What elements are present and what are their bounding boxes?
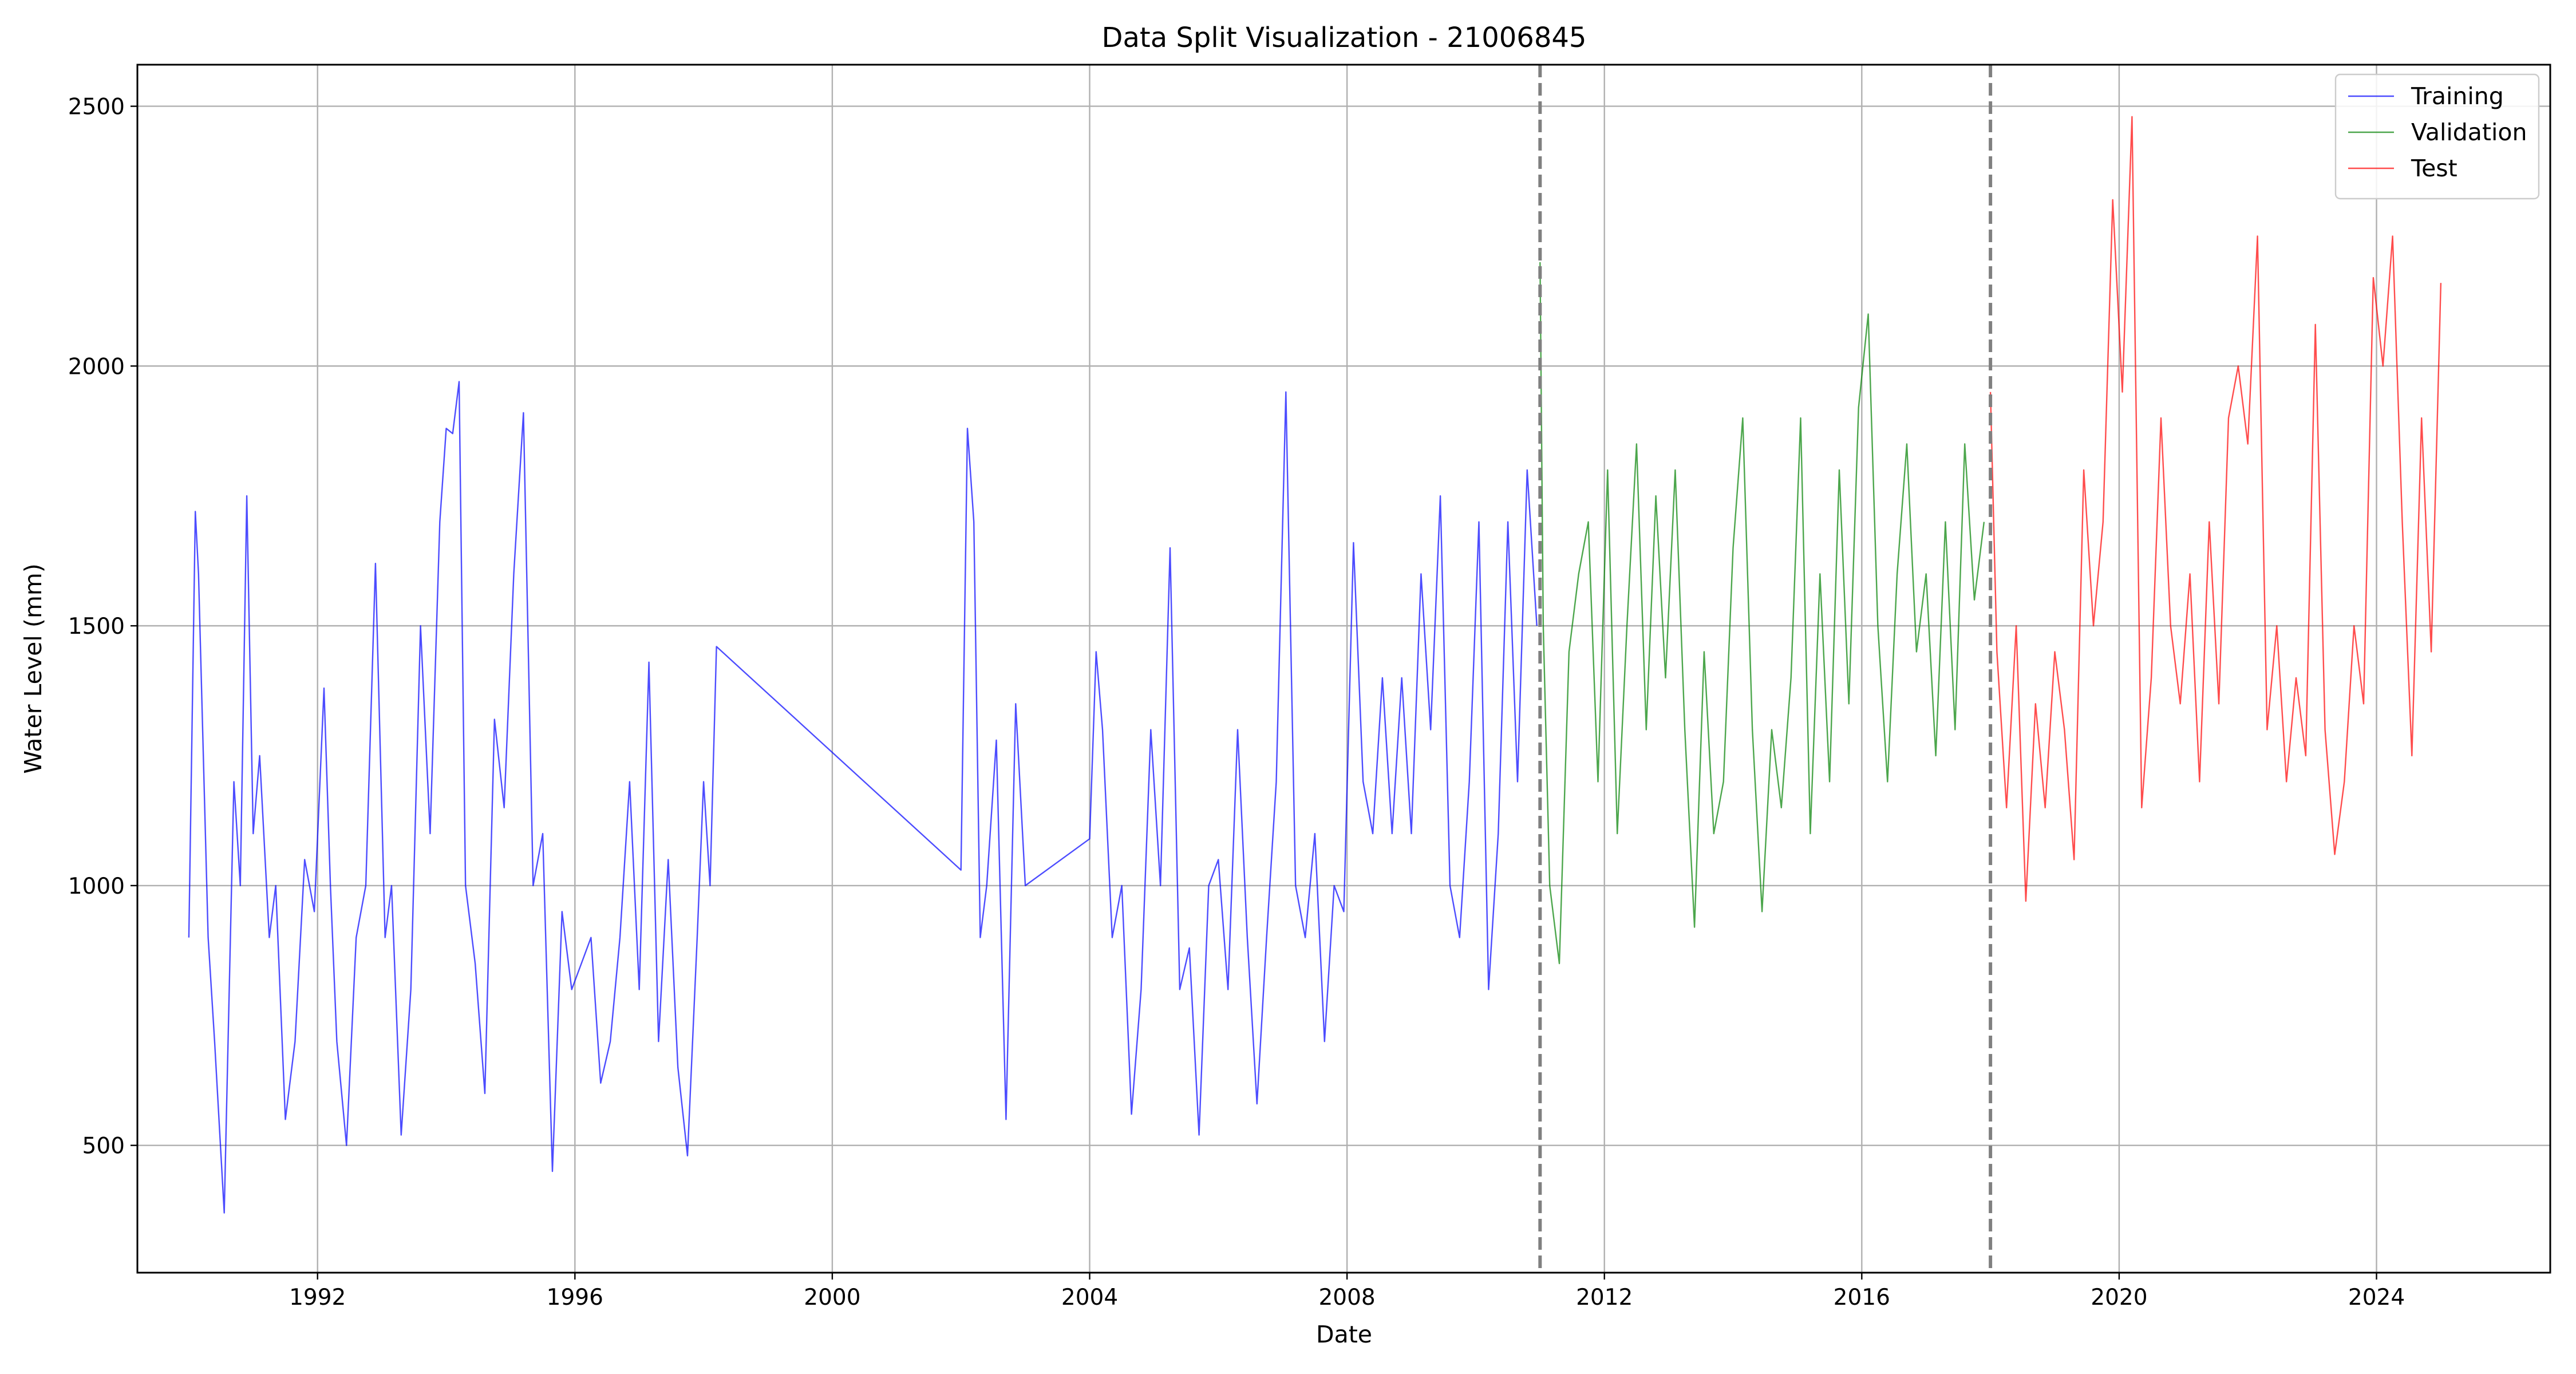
- legend-label-training: Training: [2411, 82, 2504, 110]
- legend-label-test: Test: [2411, 155, 2458, 182]
- legend-label-validation: Validation: [2411, 119, 2527, 146]
- y-axis: 500 1000 1500 2000 2500: [68, 94, 137, 1159]
- grid-lines: [137, 65, 2550, 1273]
- x-tick-label: 2008: [1318, 1285, 1375, 1310]
- y-tick-label: 500: [82, 1134, 125, 1159]
- y-tick-label: 2500: [68, 94, 125, 120]
- y-tick-label: 2000: [68, 354, 125, 380]
- x-axis: 1992 1996 2000 2004 2008 2012 2016 2020 2024: [289, 1273, 2405, 1310]
- y-tick-label: 1500: [68, 614, 125, 639]
- x-tick-label: 2024: [2348, 1285, 2405, 1310]
- x-tick-label: 1996: [547, 1285, 603, 1310]
- x-tick-label: 2004: [1061, 1285, 1118, 1310]
- series-line-validation: [1539, 262, 1985, 965]
- x-tick-label: 1992: [289, 1285, 346, 1310]
- legend-box: [2334, 73, 2540, 200]
- series-line-training: [188, 381, 1538, 1214]
- chart-title: Data Split Visualization - 21006845: [1102, 22, 1587, 54]
- x-tick-label: 2012: [1576, 1285, 1633, 1310]
- series-layer: [188, 116, 2442, 1214]
- x-tick-label: 2000: [804, 1285, 860, 1310]
- series-line-test: [1989, 116, 2442, 902]
- x-tick-label: 2016: [1834, 1285, 1890, 1310]
- y-axis-label: Water Level (mm): [19, 563, 47, 773]
- plot-frame: [136, 64, 2551, 1274]
- x-axis-label: Date: [1316, 1321, 1372, 1348]
- y-tick-label: 1000: [68, 874, 125, 899]
- x-tick-label: 2020: [2091, 1285, 2147, 1310]
- legend: Training Validation Test: [2334, 73, 2540, 200]
